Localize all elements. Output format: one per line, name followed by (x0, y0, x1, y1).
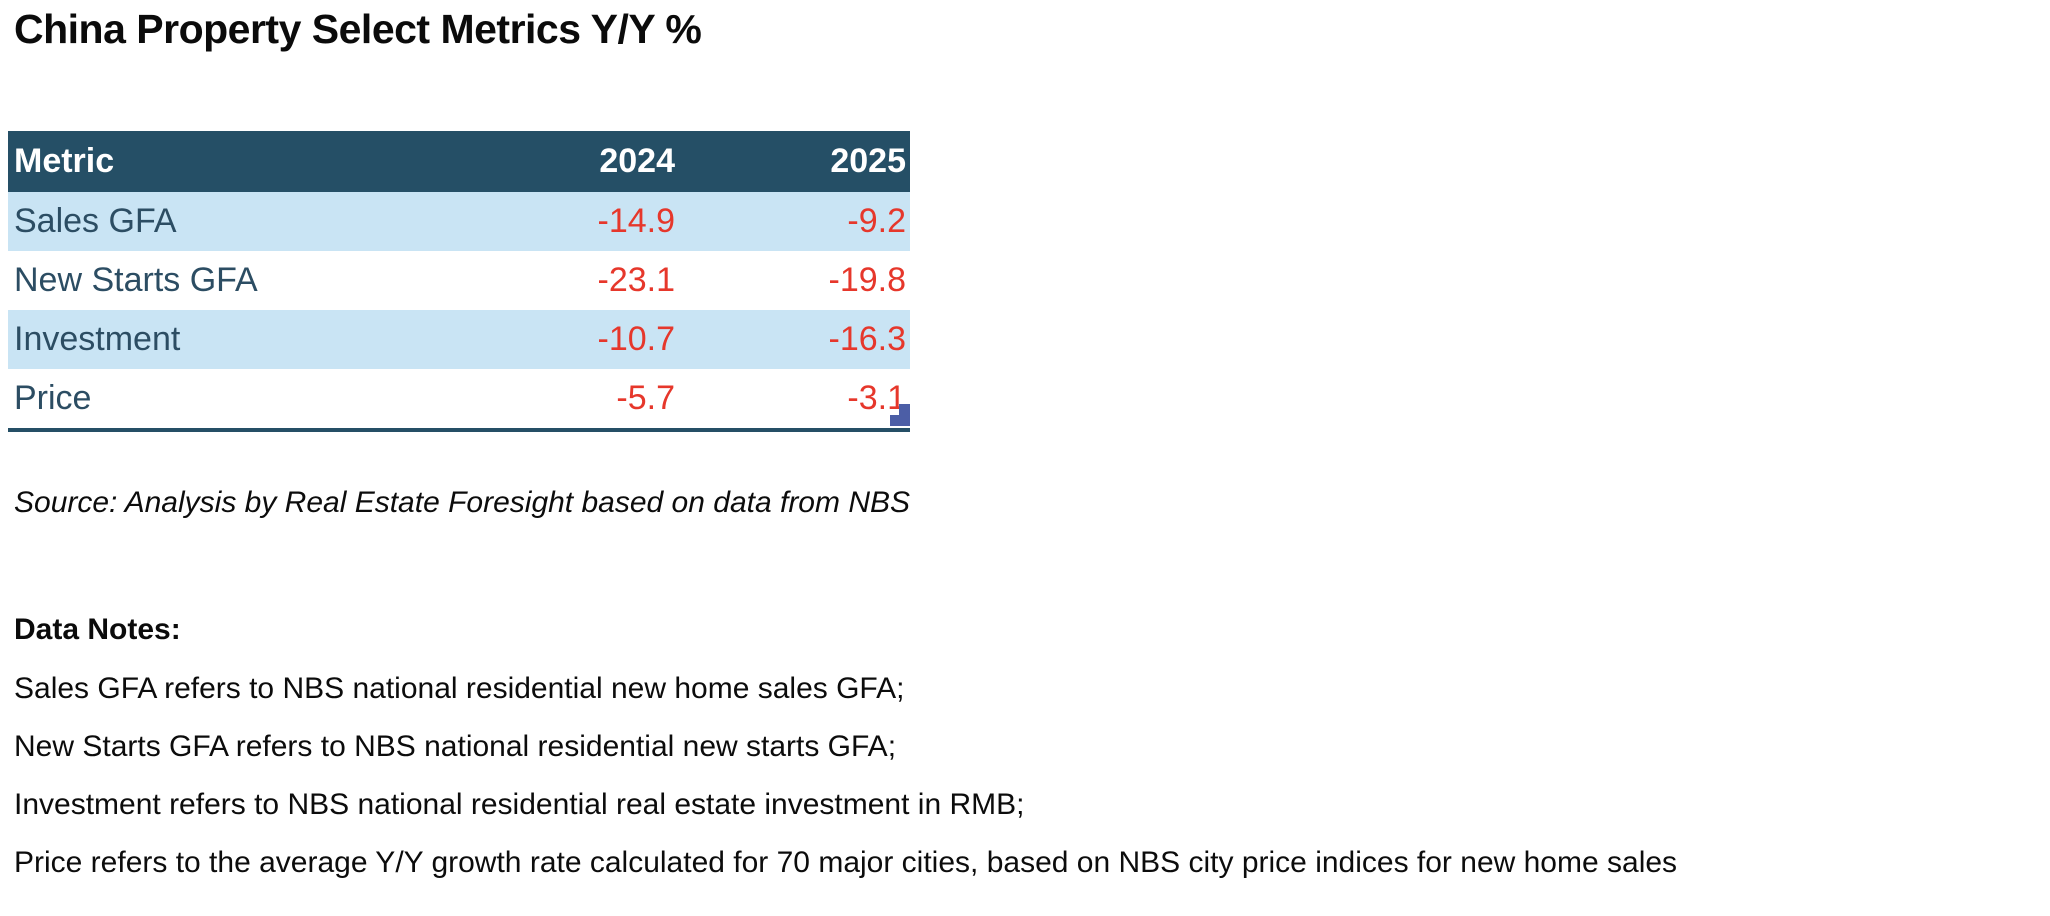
value-price-2024: -5.7 (616, 379, 675, 417)
data-note-investment: Investment refers to NBS national reside… (14, 788, 1025, 821)
row-label-price: Price (14, 379, 92, 417)
table-resize-handle-icon[interactable] (890, 402, 910, 426)
value-price-2025: -3.1 (847, 379, 906, 417)
data-note-new-starts-gfa: New Starts GFA refers to NBS national re… (14, 730, 897, 763)
row-label-sales-gfa: Sales GFA (14, 202, 177, 240)
data-notes-heading: Data Notes: (14, 613, 181, 646)
value-investment-2024: -10.7 (597, 320, 676, 358)
row-label-new-starts-gfa: New Starts GFA (14, 261, 258, 299)
metrics-table: Metric 2024 2025 Sales GFA -14.9 -9.2 Ne… (8, 131, 910, 432)
value-investment-2025: -16.3 (828, 320, 907, 358)
table-row: Price -5.7 -3.1 (8, 369, 910, 428)
source-note: Source: Analysis by Real Estate Foresigh… (14, 486, 911, 519)
value-sales-gfa-2025: -9.2 (847, 202, 906, 240)
column-header-2024: 2024 (599, 142, 675, 180)
row-label-investment: Investment (14, 320, 181, 358)
value-sales-gfa-2024: -14.9 (597, 202, 676, 240)
data-note-sales-gfa: Sales GFA refers to NBS national residen… (14, 672, 905, 705)
table-row: New Starts GFA -23.1 -19.8 (8, 251, 910, 310)
column-header-2025: 2025 (830, 142, 906, 180)
value-new-starts-gfa-2024: -23.1 (597, 261, 676, 299)
table-row: Investment -10.7 -16.3 (8, 310, 910, 369)
page-title: China Property Select Metrics Y/Y % (14, 6, 702, 52)
table-header-row: Metric 2024 2025 (8, 131, 910, 192)
value-new-starts-gfa-2025: -19.8 (828, 261, 907, 299)
data-note-price: Price refers to the average Y/Y growth r… (14, 846, 1678, 879)
table-row: Sales GFA -14.9 -9.2 (8, 192, 910, 251)
column-header-metric: Metric (14, 142, 115, 180)
